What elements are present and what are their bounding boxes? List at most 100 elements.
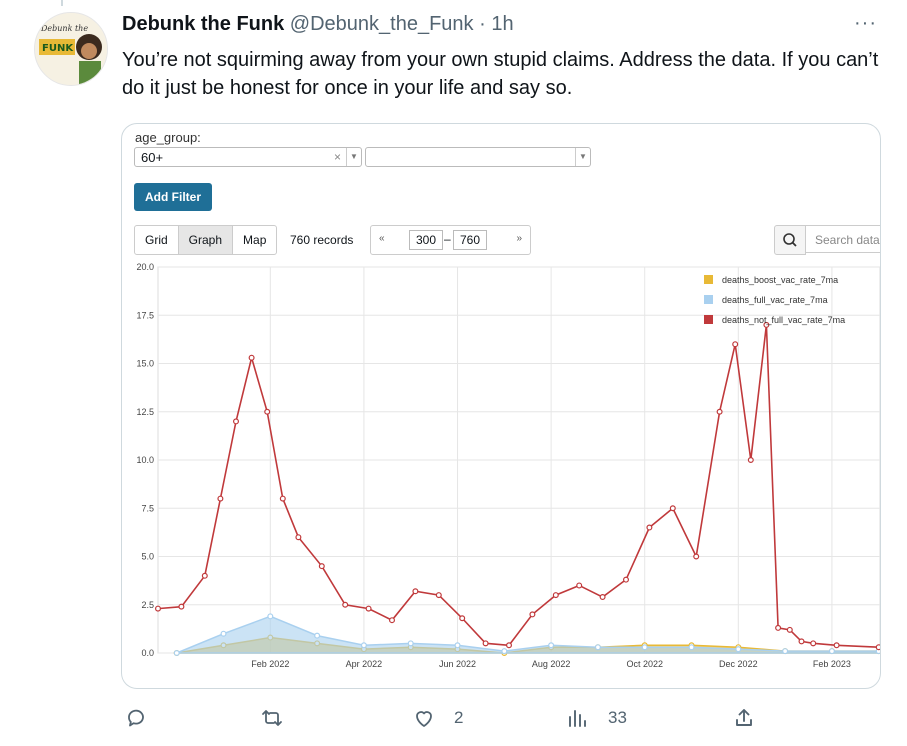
y-tick-label: 20.0 <box>136 262 154 272</box>
data-point-deaths_full_vac_rate_7ma <box>688 644 695 651</box>
x-tick-label: Apr 2022 <box>346 659 383 669</box>
timestamp[interactable]: 1h <box>491 13 514 35</box>
data-point-deaths_not_full_vac_rate_7ma <box>295 534 302 541</box>
pager-from-input[interactable]: 300 <box>409 230 443 250</box>
y-tick-label: 5.0 <box>141 552 154 562</box>
data-point-deaths_not_full_vac_rate_7ma <box>365 605 372 612</box>
search-button[interactable] <box>774 225 806 255</box>
data-point-deaths_not_full_vac_rate_7ma <box>178 603 185 610</box>
data-point-deaths_not_full_vac_rate_7ma <box>833 642 840 649</box>
x-tick-label: Feb 2023 <box>813 659 851 669</box>
data-point-deaths_full_vac_rate_7ma <box>173 650 180 657</box>
data-point-deaths_not_full_vac_rate_7ma <box>599 594 606 601</box>
data-point-deaths_not_full_vac_rate_7ma <box>506 642 513 649</box>
data-point-deaths_not_full_vac_rate_7ma <box>482 640 489 647</box>
pager-next-button[interactable]: » <box>516 233 522 244</box>
clear-icon[interactable]: × <box>333 150 341 164</box>
y-tick-label: 15.0 <box>136 359 154 369</box>
y-tick-label: 0.0 <box>141 648 154 658</box>
data-point-deaths_not_full_vac_rate_7ma <box>412 588 419 595</box>
reply-button[interactable] <box>124 706 148 730</box>
data-point-deaths_not_full_vac_rate_7ma <box>154 605 161 612</box>
search-input[interactable]: Search data <box>805 225 880 253</box>
y-tick-label: 17.5 <box>136 310 154 320</box>
legend-label: deaths_boost_vac_rate_7ma <box>722 275 838 285</box>
data-point-deaths_full_vac_rate_7ma <box>548 642 555 649</box>
data-point-deaths_full_vac_rate_7ma <box>501 648 508 655</box>
more-options-icon[interactable]: ··· <box>854 12 877 34</box>
tweet-text: You’re not squirming away from your own … <box>122 49 879 99</box>
data-point-deaths_not_full_vac_rate_7ma <box>669 505 676 512</box>
series-area-deaths_full_vac_rate_7ma <box>176 615 880 654</box>
age-group-select[interactable]: 60+ × ▼ <box>134 147 362 167</box>
share-icon <box>736 709 752 726</box>
data-point-deaths_not_full_vac_rate_7ma <box>693 553 700 560</box>
view-tabs: Grid Graph Map <box>134 225 278 255</box>
data-point-deaths_not_full_vac_rate_7ma <box>389 617 396 624</box>
data-point-deaths_not_full_vac_rate_7ma <box>716 408 723 415</box>
pager-to-input[interactable]: 760 <box>453 230 487 250</box>
data-point-deaths_not_full_vac_rate_7ma <box>529 611 536 618</box>
data-point-deaths_full_vac_rate_7ma <box>594 644 601 651</box>
y-tick-label: 7.5 <box>141 503 154 513</box>
pager-prev-button[interactable]: « <box>379 233 385 244</box>
tab-graph[interactable]: Graph <box>178 226 234 254</box>
tweet-actions: 2 33 <box>0 706 907 736</box>
data-point-deaths_not_full_vac_rate_7ma <box>552 592 559 599</box>
data-point-deaths_full_vac_rate_7ma <box>782 648 789 655</box>
data-point-deaths_not_full_vac_rate_7ma <box>646 524 653 531</box>
add-filter-button[interactable]: Add Filter <box>134 183 212 211</box>
y-tick-label: 10.0 <box>136 455 154 465</box>
x-tick-label: Dec 2022 <box>719 659 758 669</box>
age-group-value: 60+ <box>141 150 164 165</box>
legend-swatch <box>704 275 713 284</box>
data-point-deaths_full_vac_rate_7ma <box>407 640 414 647</box>
data-point-deaths_full_vac_rate_7ma <box>828 648 835 655</box>
tab-grid[interactable]: Grid <box>135 226 179 254</box>
search-icon <box>783 233 797 247</box>
like-button[interactable]: 2 <box>412 706 463 730</box>
data-point-deaths_full_vac_rate_7ma <box>220 630 227 637</box>
data-point-deaths_not_full_vac_rate_7ma <box>217 495 224 502</box>
like-count: 2 <box>454 708 464 727</box>
data-point-deaths_full_vac_rate_7ma <box>314 632 321 639</box>
y-tick-label: 2.5 <box>141 600 154 610</box>
avatar-text-bottom: FUNK <box>42 43 74 54</box>
data-point-deaths_not_full_vac_rate_7ma <box>786 626 793 633</box>
legend-swatch <box>704 295 713 304</box>
avatar-image: Debunk the FUNK <box>35 13 107 85</box>
data-point-deaths_not_full_vac_rate_7ma <box>318 563 325 570</box>
avatar-text-top: Debunk the <box>40 24 88 33</box>
legend-label: deaths_not_full_vac_rate_7ma <box>722 315 845 325</box>
chevron-down-icon[interactable]: ▼ <box>575 148 590 166</box>
retweet-button[interactable] <box>260 706 284 730</box>
data-point-deaths_full_vac_rate_7ma <box>360 642 367 649</box>
data-point-deaths_not_full_vac_rate_7ma <box>435 592 442 599</box>
second-filter-select[interactable]: ▼ <box>365 147 591 167</box>
filter-label: age_group: <box>135 130 201 145</box>
legend-swatch <box>704 315 713 324</box>
share-button[interactable] <box>732 706 756 730</box>
views-button[interactable]: 33 <box>566 706 627 730</box>
retweet-icon <box>262 710 282 726</box>
data-point-deaths_not_full_vac_rate_7ma <box>747 457 754 464</box>
data-point-deaths_full_vac_rate_7ma <box>267 613 274 620</box>
author-name[interactable]: Debunk the Funk <box>122 13 285 35</box>
chevron-down-icon[interactable]: ▼ <box>346 148 361 166</box>
data-point-deaths_not_full_vac_rate_7ma <box>248 354 255 361</box>
data-point-deaths_not_full_vac_rate_7ma <box>875 644 880 651</box>
tab-map[interactable]: Map <box>243 233 267 247</box>
x-tick-label: Jun 2022 <box>439 659 476 669</box>
tweet-header: Debunk the Funk @Debunk_the_Funk · 1h <box>122 13 514 36</box>
views-count: 33 <box>608 708 627 727</box>
data-point-deaths_not_full_vac_rate_7ma <box>623 576 630 583</box>
x-tick-label: Feb 2022 <box>251 659 289 669</box>
data-point-deaths_not_full_vac_rate_7ma <box>342 601 349 608</box>
data-point-deaths_full_vac_rate_7ma <box>735 646 742 653</box>
author-handle[interactable]: @Debunk_the_Funk <box>289 13 474 35</box>
data-point-deaths_full_vac_rate_7ma <box>641 644 648 651</box>
data-point-deaths_not_full_vac_rate_7ma <box>576 582 583 589</box>
attached-image[interactable]: age_group: 60+ × ▼ ▼ Add Filter Grid Gra… <box>121 123 881 689</box>
avatar[interactable]: Debunk the FUNK <box>34 12 108 86</box>
data-point-deaths_not_full_vac_rate_7ma <box>810 640 817 647</box>
